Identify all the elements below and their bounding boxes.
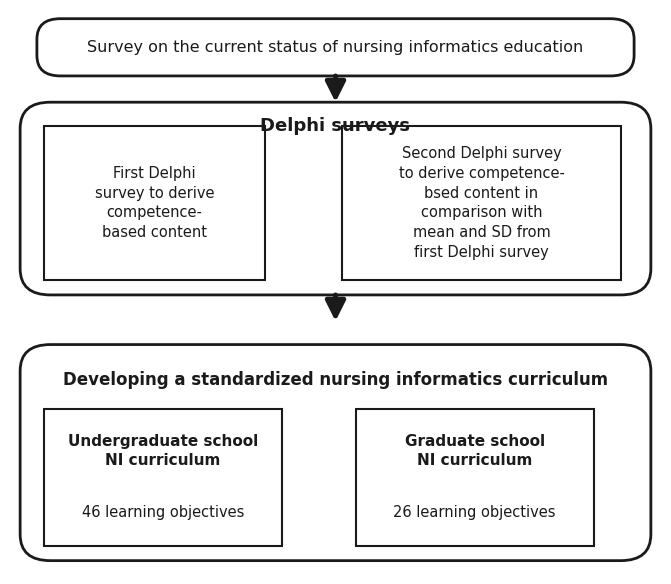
Text: Delphi surveys: Delphi surveys bbox=[260, 117, 411, 134]
FancyBboxPatch shape bbox=[37, 19, 634, 76]
Bar bbox=[356, 409, 594, 546]
Text: Survey on the current status of nursing informatics education: Survey on the current status of nursing … bbox=[87, 40, 584, 55]
Text: 46 learning objectives: 46 learning objectives bbox=[82, 505, 244, 520]
Bar bbox=[44, 126, 265, 280]
Text: Developing a standardized nursing informatics curriculum: Developing a standardized nursing inform… bbox=[63, 371, 608, 388]
Text: First Delphi
survey to derive
competence-
based content: First Delphi survey to derive competence… bbox=[95, 166, 214, 240]
Text: 26 learning objectives: 26 learning objectives bbox=[393, 505, 556, 520]
Bar bbox=[342, 126, 621, 280]
FancyBboxPatch shape bbox=[20, 102, 651, 295]
Text: Graduate school
NI curriculum: Graduate school NI curriculum bbox=[405, 434, 545, 468]
Text: Second Delphi survey
to derive competence-
bsed content in
comparison with
mean : Second Delphi survey to derive competenc… bbox=[399, 146, 564, 260]
Text: Undergraduate school
NI curriculum: Undergraduate school NI curriculum bbox=[68, 434, 258, 468]
Bar bbox=[44, 409, 282, 546]
FancyBboxPatch shape bbox=[20, 345, 651, 561]
